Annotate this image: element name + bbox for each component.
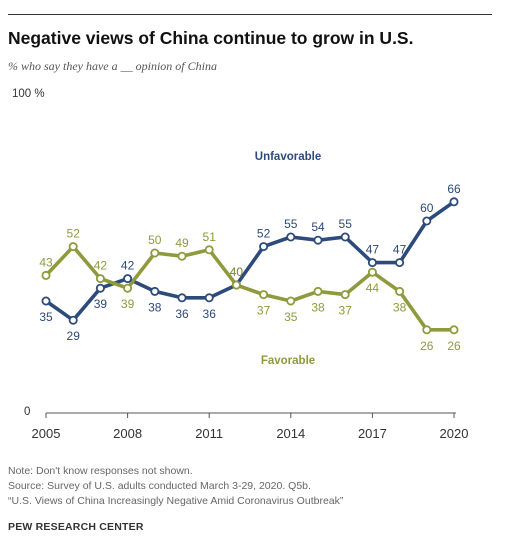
data-label-unfavorable: 66	[447, 182, 461, 196]
data-point-unfavorable	[68, 315, 78, 325]
data-point-favorable	[95, 274, 105, 284]
data-label-unfavorable: 54	[311, 220, 325, 234]
data-point-unfavorable	[286, 232, 296, 242]
data-point-favorable	[259, 290, 269, 300]
data-label-favorable: 50	[148, 233, 162, 247]
data-label-favorable: 43	[39, 255, 53, 269]
x-tick-label: 2005	[32, 426, 61, 441]
data-point-favorable	[41, 270, 51, 280]
data-point-unfavorable	[123, 274, 133, 284]
data-point-favorable	[231, 280, 241, 290]
data-label-unfavorable: 52	[257, 227, 271, 241]
data-point-unfavorable	[340, 232, 350, 242]
series-line-favorable	[44, 244, 454, 332]
data-point-unfavorable	[259, 242, 269, 252]
data-label-favorable: 52	[67, 227, 81, 241]
data-point-favorable	[313, 286, 323, 296]
chart-notes: Note: Don't know responses not shown. So…	[8, 464, 343, 509]
data-point-unfavorable	[204, 293, 214, 303]
data-label-unfavorable: 55	[284, 217, 298, 231]
top-rule	[8, 14, 492, 15]
data-label-favorable: 38	[311, 300, 325, 314]
data-point-favorable	[150, 248, 160, 258]
data-point-unfavorable	[449, 197, 459, 207]
data-label-unfavorable: 39	[94, 297, 108, 311]
data-point-unfavorable	[313, 235, 323, 245]
data-label-unfavorable: 35	[39, 310, 53, 324]
credit-label: PEW RESEARCH CENTER	[8, 521, 144, 533]
chart-title: Negative views of China continue to grow…	[8, 28, 414, 48]
data-label-unfavorable: 47	[393, 243, 407, 257]
data-point-favorable	[422, 325, 432, 335]
data-label-unfavorable: 42	[121, 259, 135, 273]
data-label-favorable: 49	[175, 236, 189, 250]
data-point-favorable	[286, 296, 296, 306]
data-point-unfavorable	[177, 293, 187, 303]
data-label-favorable: 37	[339, 304, 353, 318]
x-tick-label: 2011	[195, 426, 223, 441]
data-point-unfavorable	[95, 283, 105, 293]
x-tick-label: 2020	[440, 426, 469, 441]
data-label-favorable: 42	[94, 259, 108, 273]
data-label-unfavorable: 36	[203, 307, 217, 321]
data-point-unfavorable	[367, 258, 377, 268]
series-name-unfavorable: Unfavorable	[255, 151, 321, 163]
data-label-favorable: 44	[366, 281, 380, 295]
data-label-unfavorable: 40	[230, 265, 244, 279]
data-point-favorable	[367, 267, 377, 277]
data-label-favorable: 40	[230, 265, 244, 279]
chart-subtitle: % who say they have a __ opinion of Chin…	[8, 59, 217, 73]
data-point-unfavorable	[150, 286, 160, 296]
data-point-unfavorable	[395, 258, 405, 268]
data-label-unfavorable: 55	[339, 217, 353, 231]
data-point-favorable	[395, 286, 405, 296]
data-point-unfavorable	[41, 296, 51, 306]
source-line: Source: Survey of U.S. adults conducted …	[8, 480, 311, 492]
note-line: Note: Don't know responses not shown.	[8, 465, 193, 477]
data-label-favorable: 35	[284, 310, 298, 324]
data-label-unfavorable: 29	[67, 329, 81, 343]
y-axis-bottom-label: 0	[24, 406, 30, 418]
data-point-unfavorable	[422, 216, 432, 226]
data-label-unfavorable: 47	[366, 243, 380, 257]
data-point-favorable	[449, 325, 459, 335]
data-label-unfavorable: 38	[148, 300, 162, 314]
data-label-unfavorable: 36	[175, 307, 189, 321]
data-label-unfavorable: 60	[420, 201, 434, 215]
series-name-favorable: Favorable	[261, 355, 315, 367]
x-tick-label: 2017	[358, 426, 387, 441]
y-axis-top-label: 100 %	[12, 88, 45, 100]
report-title-line: “U.S. Views of China Increasingly Negati…	[8, 495, 344, 507]
data-label-favorable: 51	[203, 230, 217, 244]
x-tick-label: 2008	[113, 426, 142, 441]
line-chart: 100 % 0 2005 2008 2011 2014 2017 2020 35 29 39 4…	[12, 88, 469, 441]
data-point-favorable	[123, 283, 133, 293]
data-point-favorable	[204, 245, 214, 255]
data-label-favorable: 26	[420, 339, 434, 353]
x-tick-label: 2014	[276, 426, 305, 441]
data-label-favorable: 38	[393, 300, 407, 314]
data-label-favorable: 37	[257, 304, 271, 318]
data-label-favorable: 26	[447, 339, 461, 353]
data-point-favorable	[340, 290, 350, 300]
data-label-favorable: 39	[121, 297, 135, 311]
data-point-favorable	[177, 251, 187, 261]
data-point-favorable	[68, 242, 78, 252]
